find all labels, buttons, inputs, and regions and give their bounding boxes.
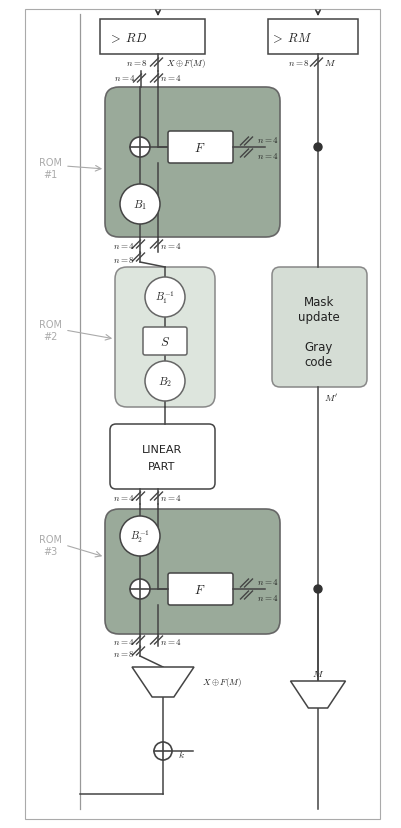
Circle shape [314, 144, 322, 152]
Text: ROM: ROM [38, 158, 61, 168]
Bar [100, 20, 205, 55]
Text: $M$: $M$ [324, 58, 336, 68]
Text: $> \ RD$: $> \ RD$ [108, 31, 148, 45]
Text: ROM: ROM [38, 320, 61, 330]
Text: $X \oplus F(M)$: $X \oplus F(M)$ [166, 56, 207, 70]
Circle shape [130, 137, 150, 158]
Text: #1: #1 [43, 170, 57, 180]
Text: update: update [298, 311, 340, 324]
Circle shape [154, 742, 172, 760]
Text: $k$: $k$ [178, 749, 185, 759]
Text: $B_1$: $B_1$ [133, 198, 147, 212]
Circle shape [120, 517, 160, 556]
Text: $S$: $S$ [160, 335, 170, 348]
Text: $M$: $M$ [312, 668, 324, 678]
FancyBboxPatch shape [143, 328, 187, 355]
Text: $n=8$: $n=8$ [113, 648, 135, 658]
FancyBboxPatch shape [115, 267, 215, 407]
Text: $B_2$: $B_2$ [158, 374, 172, 388]
Circle shape [120, 185, 160, 224]
Circle shape [145, 362, 185, 402]
Text: $B_2^{-1}$: $B_2^{-1}$ [130, 528, 150, 545]
FancyBboxPatch shape [105, 88, 280, 238]
Text: $X \oplus F(M)$: $X \oplus F(M)$ [202, 676, 242, 689]
FancyBboxPatch shape [110, 425, 215, 489]
Polygon shape [290, 681, 346, 708]
Text: $n=4$: $n=4$ [160, 493, 182, 503]
Text: #2: #2 [43, 331, 57, 342]
FancyBboxPatch shape [105, 509, 280, 634]
Text: $n=4$: $n=4$ [113, 493, 135, 503]
Text: $B_1^{-1}$: $B_1^{-1}$ [155, 290, 175, 306]
Text: code: code [305, 356, 333, 369]
Circle shape [145, 277, 185, 318]
Text: $M'$: $M'$ [324, 392, 338, 403]
Text: $n=4$: $n=4$ [160, 73, 182, 83]
Text: #3: #3 [43, 546, 57, 556]
Text: $n=4$: $n=4$ [257, 592, 279, 602]
Text: $n=4$: $n=4$ [257, 135, 279, 145]
Text: $n=4$: $n=4$ [257, 576, 279, 586]
Text: $n=4$: $n=4$ [160, 241, 182, 251]
Text: ROM: ROM [38, 534, 61, 544]
Bar [25, 10, 380, 819]
Text: Gray: Gray [305, 341, 333, 354]
Text: $n=8$: $n=8$ [126, 58, 148, 68]
Polygon shape [132, 667, 194, 697]
FancyBboxPatch shape [168, 573, 233, 605]
Bar [268, 20, 358, 55]
Circle shape [314, 585, 322, 594]
Text: LINEAR: LINEAR [142, 445, 182, 455]
Text: $F$: $F$ [194, 142, 206, 154]
Circle shape [130, 580, 150, 599]
Text: $n=4$: $n=4$ [160, 636, 182, 646]
Text: $n=4$: $n=4$ [113, 636, 135, 646]
Text: $F$: $F$ [194, 583, 206, 596]
FancyBboxPatch shape [272, 267, 367, 388]
Text: $n=4$: $n=4$ [257, 151, 279, 161]
Text: $> \ RM$: $> \ RM$ [270, 31, 312, 45]
Text: $n=4$: $n=4$ [113, 241, 135, 251]
Text: $n=8$: $n=8$ [113, 255, 135, 265]
Text: PART: PART [148, 461, 176, 471]
FancyBboxPatch shape [168, 132, 233, 164]
Text: Mask: Mask [304, 296, 334, 309]
Text: $n=8$: $n=8$ [288, 58, 310, 68]
Text: $n=4$: $n=4$ [114, 73, 136, 83]
